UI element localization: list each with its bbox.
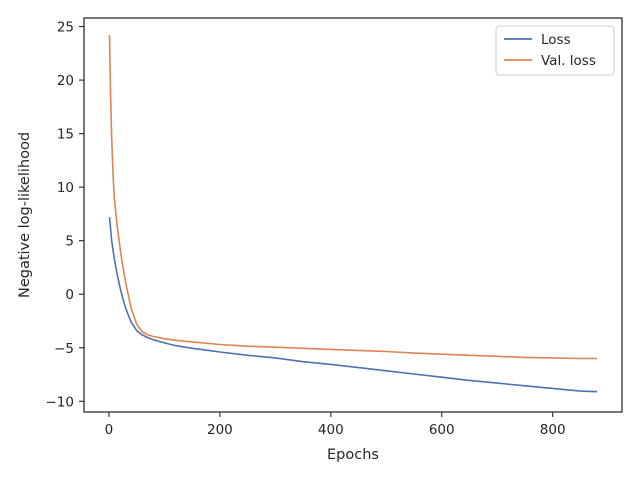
plot-frame xyxy=(83,17,623,413)
x-tick-label: 800 xyxy=(540,422,566,438)
x-tick-label: 200 xyxy=(207,422,233,438)
x-tick-label: 0 xyxy=(105,422,114,438)
y-tick-label: 5 xyxy=(65,234,74,250)
series-line-val-loss xyxy=(108,35,597,360)
y-tick-label: 15 xyxy=(57,127,74,143)
y-axis: −10 −5 0 5 10 15 20 25 xyxy=(46,20,84,410)
y-tick-label: 20 xyxy=(57,73,74,89)
y-tick-label: 10 xyxy=(57,180,74,196)
y-tick-label: −5 xyxy=(54,341,74,357)
legend-label-loss: Loss xyxy=(541,32,571,48)
legend-label-val-loss: Val. loss xyxy=(541,53,596,69)
y-axis-title: Negative log-likelihood xyxy=(17,132,33,298)
y-tick-label: −10 xyxy=(46,394,75,410)
x-axis-title: Epochs xyxy=(327,447,379,463)
x-tick-label: 400 xyxy=(318,422,344,438)
series-layer xyxy=(108,35,598,393)
x-tick-label: 600 xyxy=(429,422,455,438)
legend: Loss Val. loss xyxy=(495,25,615,76)
series-line-loss xyxy=(108,217,598,393)
x-axis: 0 200 400 600 800 xyxy=(105,412,566,438)
y-tick-label: 25 xyxy=(57,20,74,36)
y-tick-label: 0 xyxy=(65,287,74,303)
